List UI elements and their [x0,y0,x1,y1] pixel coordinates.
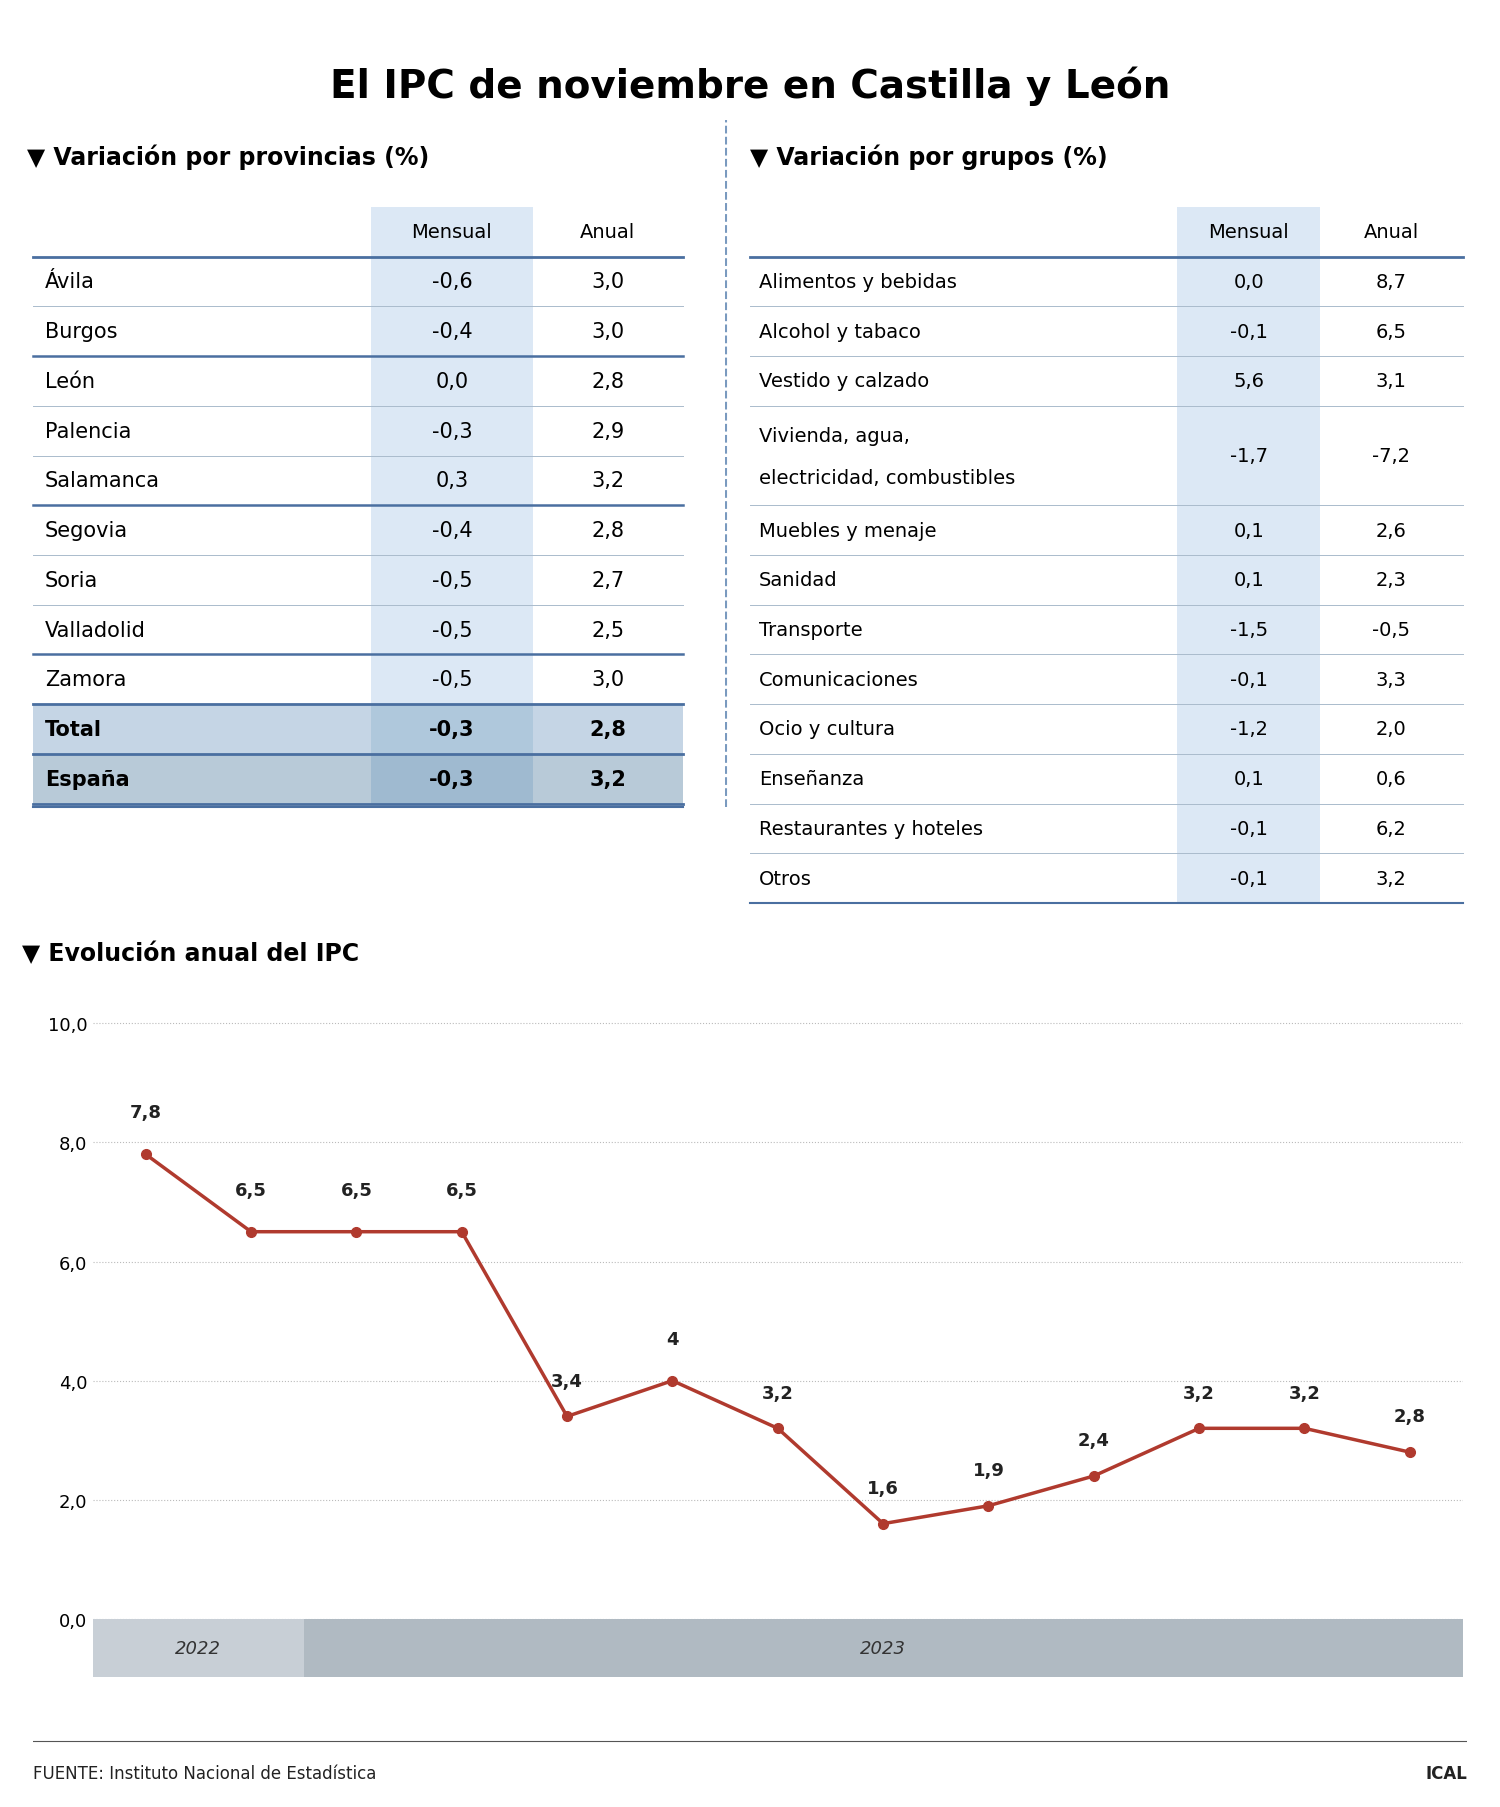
Text: 2,5: 2,5 [591,620,624,640]
Text: Vivienda, agua,: Vivienda, agua, [759,426,910,446]
Text: -0,1: -0,1 [1230,322,1268,342]
Text: 2,8: 2,8 [591,372,624,392]
Text: 8,7: 8,7 [1376,273,1407,293]
Text: 1,9: 1,9 [972,1462,1005,1480]
Text: 3,0: 3,0 [591,322,624,342]
Text: -0,6: -0,6 [432,273,472,293]
Text: 6,5: 6,5 [340,1182,372,1200]
Text: 3,4: 3,4 [550,1372,584,1390]
Text: Comunicaciones: Comunicaciones [759,670,918,690]
Text: 0,3: 0,3 [435,472,468,492]
Text: 2,7: 2,7 [591,571,624,591]
Text: Palencia: Palencia [45,421,132,441]
Text: Ocio y cultura: Ocio y cultura [759,719,896,739]
Text: FUENTE: Instituto Nacional de Estadística: FUENTE: Instituto Nacional de Estadístic… [33,1764,376,1782]
Text: 6,5: 6,5 [1376,322,1407,342]
Text: Transporte: Transporte [759,620,862,640]
Text: Segovia: Segovia [45,520,128,540]
Text: 3,2: 3,2 [1184,1384,1215,1402]
Text: -0,1: -0,1 [1230,819,1268,838]
Text: ▼ Variación por provincias (%): ▼ Variación por provincias (%) [27,145,429,170]
Text: -0,4: -0,4 [432,322,472,342]
Text: -0,3: -0,3 [432,421,472,441]
Text: 0,1: 0,1 [1233,571,1264,591]
Text: 2,4: 2,4 [1078,1431,1110,1449]
Text: 2023: 2023 [859,1639,906,1657]
Text: -0,5: -0,5 [432,620,472,640]
Text: -0,1: -0,1 [1230,670,1268,690]
Bar [93,1619,303,1677]
Text: 6,5: 6,5 [236,1182,267,1200]
Text: 3,2: 3,2 [1288,1384,1320,1402]
Text: electricidad, combustibles: electricidad, combustibles [759,468,1016,488]
Text: 2,6: 2,6 [1376,520,1407,540]
Text: 2,9: 2,9 [591,421,624,441]
Text: 0,1: 0,1 [1233,520,1264,540]
Text: 4: 4 [666,1330,678,1348]
Text: -1,7: -1,7 [1230,446,1268,466]
Text: Total: Total [45,719,102,739]
Text: -0,3: -0,3 [429,770,474,790]
Text: 2022: 2022 [176,1639,222,1657]
Text: 3,2: 3,2 [1376,869,1407,889]
Text: España: España [45,770,129,790]
Text: Valladolid: Valladolid [45,620,146,640]
Text: 6,2: 6,2 [1376,819,1407,838]
Text: Mensual: Mensual [1209,222,1288,242]
Text: 6,5: 6,5 [446,1182,477,1200]
Text: 2,8: 2,8 [1394,1408,1426,1426]
Text: Alcohol y tabaco: Alcohol y tabaco [759,322,921,342]
Text: -0,1: -0,1 [1230,869,1268,889]
Text: León: León [45,372,94,392]
Text: Salamanca: Salamanca [45,472,160,492]
Text: Zamora: Zamora [45,670,126,690]
Text: 1,6: 1,6 [867,1478,898,1496]
Text: -1,5: -1,5 [1230,620,1268,640]
Text: 3,2: 3,2 [762,1384,794,1402]
Text: Anual: Anual [1364,222,1419,242]
Text: 0,6: 0,6 [1376,770,1407,790]
Text: Muebles y menaje: Muebles y menaje [759,520,936,540]
Text: El IPC de noviembre en Castilla y León: El IPC de noviembre en Castilla y León [330,67,1170,105]
Text: Burgos: Burgos [45,322,117,342]
Text: ICAL: ICAL [1425,1764,1467,1782]
Text: 3,0: 3,0 [591,670,624,690]
Text: 0,0: 0,0 [435,372,468,392]
Text: 3,3: 3,3 [1376,670,1407,690]
Text: Sanidad: Sanidad [759,571,837,591]
Text: 3,2: 3,2 [591,472,624,492]
Text: Anual: Anual [580,222,636,242]
Text: Restaurantes y hoteles: Restaurantes y hoteles [759,819,982,838]
Text: -0,5: -0,5 [432,670,472,690]
Bar [303,1619,1462,1677]
Text: -0,3: -0,3 [429,719,474,739]
Text: 7,8: 7,8 [129,1104,162,1122]
Text: 5,6: 5,6 [1233,372,1264,392]
Text: 0,1: 0,1 [1233,770,1264,790]
Text: -7,2: -7,2 [1372,446,1410,466]
Text: Ávila: Ávila [45,273,94,293]
Text: Enseñanza: Enseñanza [759,770,864,790]
Text: Alimentos y bebidas: Alimentos y bebidas [759,273,957,293]
Text: 2,3: 2,3 [1376,571,1407,591]
Text: 2,0: 2,0 [1376,719,1407,739]
Text: 3,0: 3,0 [591,273,624,293]
Text: -1,2: -1,2 [1230,719,1268,739]
Text: ▼ Evolución anual del IPC: ▼ Evolución anual del IPC [22,941,360,967]
Text: Mensual: Mensual [411,222,492,242]
Text: 0,0: 0,0 [1233,273,1264,293]
Text: 2,8: 2,8 [590,719,626,739]
Text: -0,5: -0,5 [432,571,472,591]
Text: -0,4: -0,4 [432,520,472,540]
Text: Otros: Otros [759,869,812,889]
Text: -0,5: -0,5 [1372,620,1410,640]
Text: Vestido y calzado: Vestido y calzado [759,372,928,392]
Text: 3,2: 3,2 [590,770,626,790]
Text: 2,8: 2,8 [591,520,624,540]
Text: 3,1: 3,1 [1376,372,1407,392]
Text: ▼ Variación por grupos (%): ▼ Variación por grupos (%) [750,145,1107,170]
Text: Soria: Soria [45,571,99,591]
